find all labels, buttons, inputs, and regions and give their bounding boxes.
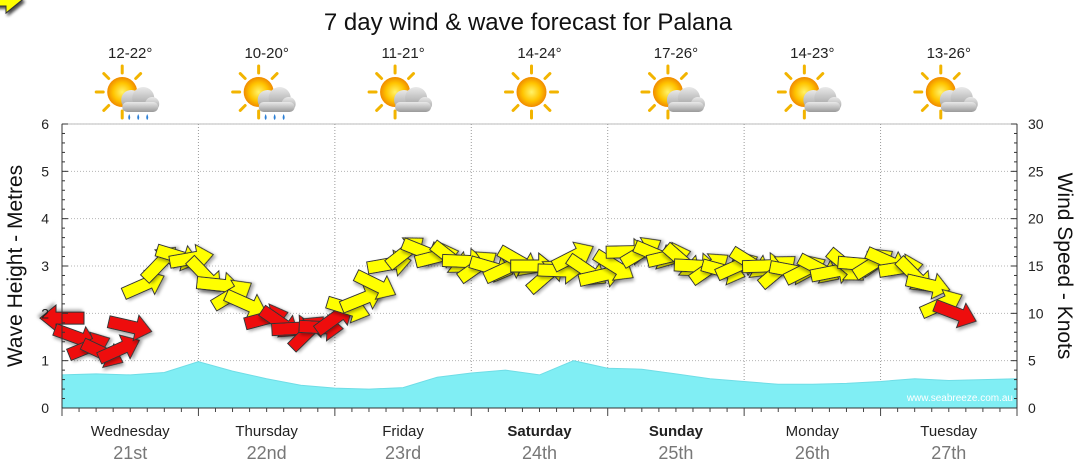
wind-arrow: [96, 334, 141, 365]
day-name-label: Wednesday: [91, 423, 170, 440]
watermark: www.seabreeze.com.au: [906, 393, 1013, 404]
temperature-range-label: 14-23°: [790, 45, 834, 62]
wind-arrow: [338, 284, 384, 314]
sun-cloud-icon: [367, 64, 433, 120]
temperature-range-label: 14-24°: [517, 45, 561, 62]
temperature-range-label: 10-20°: [244, 45, 288, 62]
wind-arrow: [0, 0, 23, 15]
sun-cloud-icon: [913, 64, 978, 120]
temperature-range-label: 13-26°: [927, 45, 971, 62]
left-tick-label: 1: [41, 353, 49, 369]
day-date-label: 27th: [931, 443, 966, 463]
day-name-label: Friday: [382, 423, 424, 440]
day-name-label: Thursday: [235, 423, 298, 440]
day-date-label: 25th: [658, 443, 693, 463]
right-tick-label: 30: [1028, 116, 1044, 132]
wind-arrow: [106, 314, 153, 342]
sun-cloud-icon: [776, 64, 842, 120]
wind-arrow: [932, 299, 977, 329]
wind-arrows-layer: [0, 0, 977, 369]
sun-icon: [504, 64, 559, 120]
rain-icon: [264, 114, 285, 120]
right-tick-label: 0: [1028, 400, 1036, 416]
left-tick-label: 5: [41, 163, 49, 179]
rain-icon: [128, 114, 149, 120]
day-date-label: 23rd: [385, 443, 421, 463]
left-tick-label: 0: [41, 400, 49, 416]
left-axis-title: Wave Height - Metres: [4, 165, 27, 367]
right-axis-title: Wind Speed - Knots: [1053, 173, 1076, 360]
right-tick-label: 20: [1028, 211, 1044, 227]
day-name-label: Sunday: [649, 423, 704, 440]
day-date-label: 22nd: [247, 443, 287, 463]
left-tick-label: 2: [41, 305, 49, 321]
temperature-range-label: 17-26°: [654, 45, 698, 62]
sun-cloud-rain-icon: [231, 64, 296, 120]
day-labels: Wednesday 21st Thursday 22nd Friday 23rd Satur…: [91, 423, 978, 463]
wave-area-layer: [61, 360, 1018, 409]
left-tick-label: 3: [41, 258, 49, 274]
day-name-label: Tuesday: [920, 423, 977, 440]
temperature-range-label: 11-21°: [381, 45, 424, 62]
day-name-label: Monday: [786, 423, 840, 440]
wind-arrow: [904, 272, 951, 300]
axes: 0 1 2 3 4 5 6 0 5 10 15 20 25 30: [41, 116, 1044, 416]
left-tick-label: 6: [41, 116, 49, 132]
chart-title: 7 day wind & wave forecast for Palana: [324, 9, 733, 36]
day-name-label: Saturday: [507, 423, 572, 440]
wave-height-area: [61, 360, 1018, 409]
day-date-label: 24th: [522, 443, 557, 463]
right-tick-label: 15: [1028, 258, 1044, 274]
day-date-label: 21st: [113, 443, 147, 463]
sun-icon: [504, 64, 559, 120]
daily-forecast-header: 12-22° 10-20° 11-21° 14-24° 17-26° 14-23° 13-2…: [94, 45, 978, 120]
right-tick-label: 25: [1028, 163, 1044, 179]
left-tick-label: 4: [41, 211, 49, 227]
temperature-range-label: 12-22°: [108, 45, 152, 62]
right-tick-label: 10: [1028, 305, 1044, 321]
right-tick-label: 5: [1028, 353, 1036, 369]
sun-cloud-rain-icon: [94, 64, 160, 120]
sun-cloud-icon: [640, 64, 705, 120]
wind-arrow: [352, 269, 397, 300]
day-date-label: 26th: [795, 443, 830, 463]
